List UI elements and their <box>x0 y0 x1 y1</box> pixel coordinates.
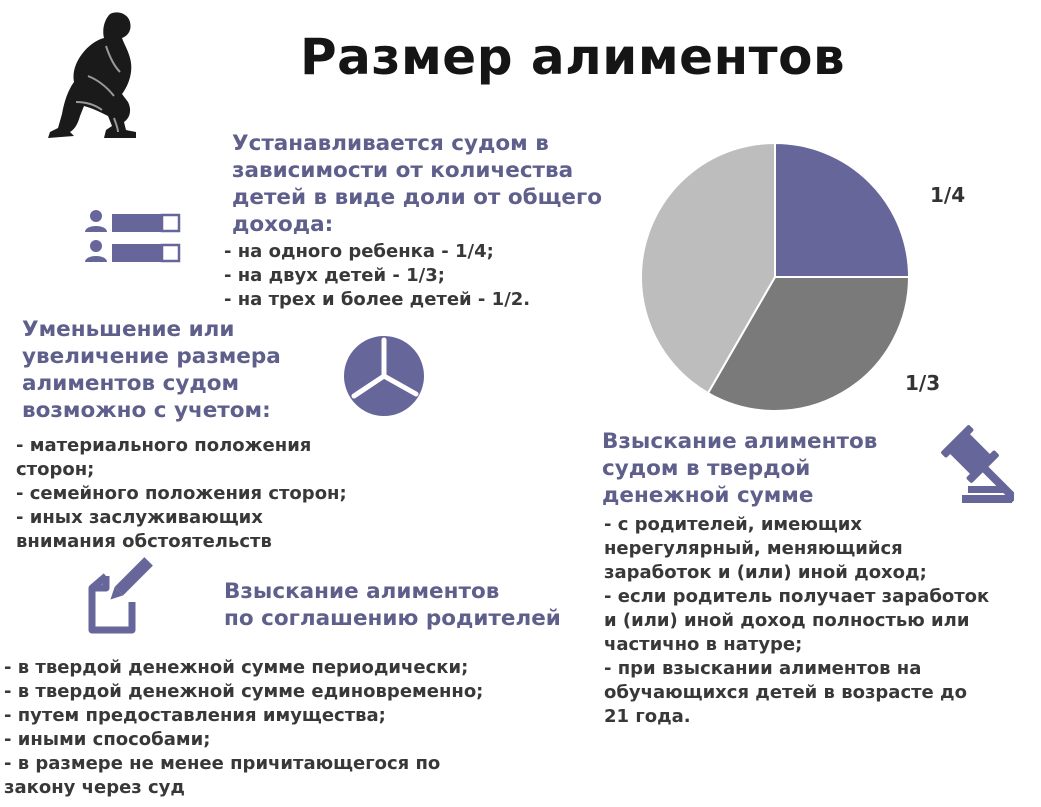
pie-slice <box>640 141 776 395</box>
pie-slices <box>640 141 911 412</box>
list-item: - иных заслуживающих <box>16 507 263 528</box>
agreement-heading-line: по соглашению родителей <box>224 606 561 631</box>
list-item: - в твердой денежной сумме периодически; <box>4 657 469 678</box>
document-pen-icon <box>88 557 153 634</box>
pie-chart: 1/4 1/3 <box>640 141 965 412</box>
court-share-heading-line: дохода: <box>232 212 334 237</box>
thinker-figure-icon <box>48 12 136 139</box>
list-item: - если родитель получает заработок <box>604 586 990 607</box>
pie-chart-icon <box>344 336 424 416</box>
list-item: - на трех и более детей - 1/2. <box>224 289 531 310</box>
fixed-sum-heading-line: судом в твердой <box>602 456 811 481</box>
list-item: частично в натуре; <box>604 634 803 655</box>
fixed-sum-heading: Взыскание алиментов судом в твердой дене… <box>602 428 922 509</box>
change-heading-line: увеличение размера <box>22 344 281 369</box>
fixed-sum-list: - с родителей, имеющих нерегулярный, мен… <box>604 513 1034 729</box>
change-list: - материального положения сторон; - семе… <box>16 434 396 554</box>
list-item: внимания обстоятельств <box>16 531 272 552</box>
court-share-heading-line: зависимости от количества <box>232 158 574 183</box>
pie-slice-label: 1/3 <box>905 371 940 395</box>
page-title: Размер алиментов <box>300 28 846 86</box>
list-item: - путем предоставления имущества; <box>4 705 386 726</box>
court-share-heading-line: детей в виде доли от общего <box>232 185 603 210</box>
list-item: закону через суд <box>4 777 185 798</box>
court-share-heading-line: Устанавливается судом в <box>232 131 549 156</box>
list-item: - при взыскании алиментов на <box>604 658 922 679</box>
people-bars-icon <box>85 210 181 263</box>
fixed-sum-heading-line: денежной сумме <box>602 483 814 508</box>
gavel-icon <box>941 425 1014 503</box>
fixed-sum-heading-line: Взыскание алиментов <box>602 429 878 454</box>
agreement-heading-line: Взыскание алиментов <box>224 579 500 604</box>
pie-slice <box>774 141 911 278</box>
court-share-heading: Устанавливается судом в зависимости от к… <box>232 130 632 238</box>
list-item: - материального положения <box>16 435 312 456</box>
list-item: сторон; <box>16 459 95 480</box>
pie-labels: 1/4 1/3 <box>905 183 965 395</box>
change-heading-line: алиментов судом <box>22 371 240 396</box>
list-item: нерегулярный, меняющийся <box>604 538 903 559</box>
list-item: - иными способами; <box>4 729 211 750</box>
list-item: - на двух детей - 1/3; <box>224 265 445 286</box>
change-heading-line: возможно с учетом: <box>22 398 271 423</box>
court-share-list: - на одного ребенка - 1/4; - на двух дет… <box>224 240 624 312</box>
pie-slice-label: 1/4 <box>930 183 965 207</box>
change-heading: Уменьшение или увеличение размера алимен… <box>22 316 322 424</box>
agreement-list: - в твердой денежной сумме периодически;… <box>4 656 594 800</box>
list-item: - с родителей, имеющих <box>604 514 862 535</box>
list-item: и (или) иной доход полностью или <box>604 610 970 631</box>
pie-slice <box>706 276 911 412</box>
list-item: обучающихся детей в возрасте до <box>604 682 967 703</box>
list-item: - в размере не менее причитающегося по <box>4 753 441 774</box>
change-heading-line: Уменьшение или <box>22 317 235 342</box>
list-item: - на одного ребенка - 1/4; <box>224 241 494 262</box>
list-item: заработок и (или) иной доход; <box>604 562 927 583</box>
list-item: - в твердой денежной сумме единовременно… <box>4 681 484 702</box>
list-item: - семейного положения сторон; <box>16 483 347 504</box>
list-item: 21 года. <box>604 706 691 727</box>
agreement-heading: Взыскание алиментов по соглашению родите… <box>224 578 584 632</box>
